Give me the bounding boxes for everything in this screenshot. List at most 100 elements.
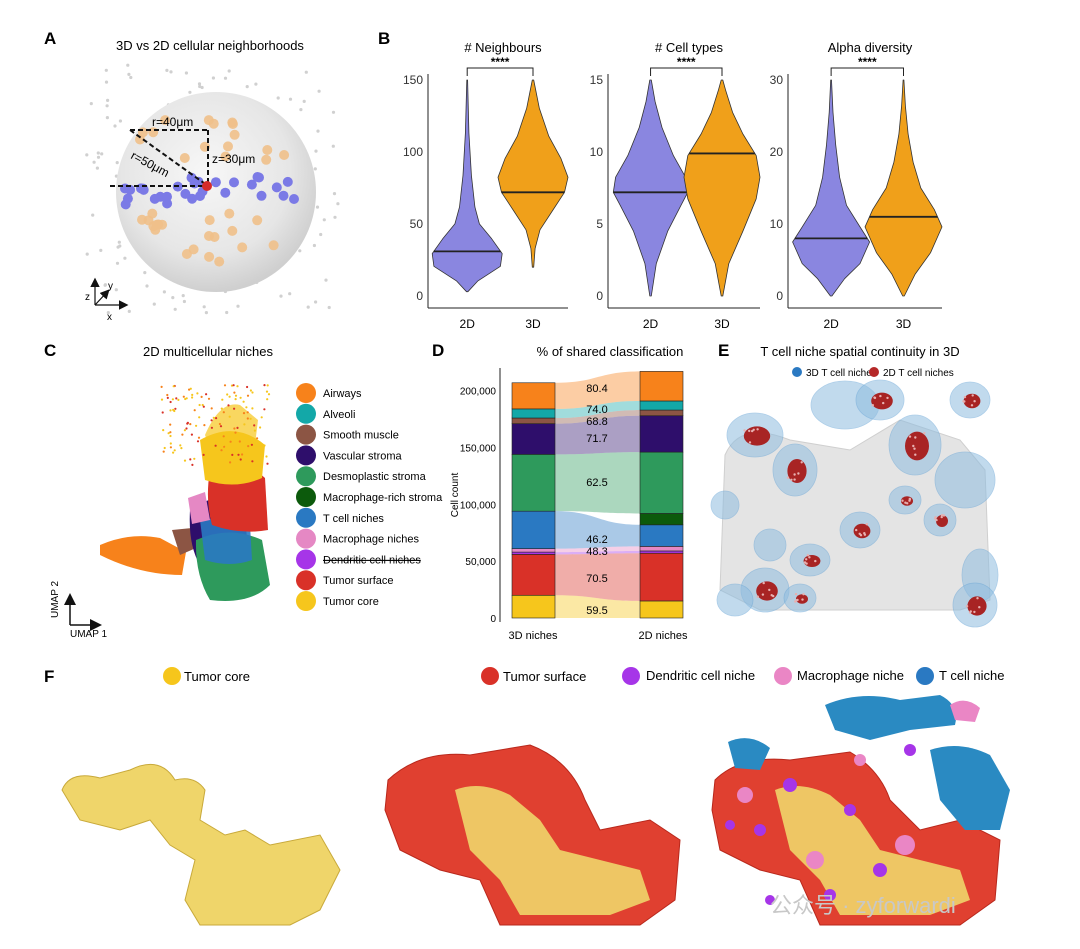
background-cell (302, 99, 306, 103)
tcell-speckle (808, 556, 811, 559)
background-cell (91, 213, 95, 217)
blue-cell (289, 194, 299, 204)
tcell-speckle (882, 401, 885, 405)
umap-point (214, 444, 217, 447)
umap-point (219, 425, 223, 428)
tcell-volume-top (825, 695, 956, 740)
y-tick-label: 0 (490, 614, 496, 625)
significance-bracket (650, 67, 723, 76)
panel-d-label: D (432, 341, 444, 360)
orange-cell (261, 154, 272, 165)
violin-3D (864, 79, 943, 297)
umap-point (266, 462, 269, 465)
bar-2d-dendritic-cell-niches (639, 550, 684, 554)
tcell-niche-2d (871, 392, 893, 410)
x-tick-label: 2D (823, 317, 839, 331)
blue-cell (162, 191, 172, 202)
background-cell (96, 155, 101, 159)
orange-cell (279, 150, 290, 160)
background-cell (276, 96, 280, 100)
orange-cell (262, 145, 273, 155)
background-cell (223, 76, 228, 80)
tcell-speckle (978, 606, 981, 609)
legend-swatch-smooth-muscle (296, 424, 316, 445)
legend-macrophage-label: Macrophage niche (797, 668, 904, 683)
blue-cell (125, 184, 136, 195)
alluvial-chart: 0 50,000 100,000 150,000 200,000 Cell count 80… (450, 368, 688, 642)
background-cell (312, 243, 316, 248)
tcell-speckle (797, 472, 800, 475)
background-cell (103, 283, 107, 287)
legend-label-t-cell-niches: T cell niches (323, 513, 384, 525)
background-cell (304, 70, 308, 74)
umap-point (253, 429, 256, 432)
shared-percent-macrophage-niches: 48.3 (586, 546, 607, 558)
tcell-speckle (908, 435, 912, 438)
umap-point (239, 396, 242, 399)
umap-point (189, 387, 192, 390)
x-tick-label: 3D (714, 317, 730, 331)
shared-percent-tumor-core: 59.5 (586, 605, 607, 617)
tcell-speckle (800, 461, 803, 464)
flow-airways (555, 371, 640, 409)
legend-swatch-tumor-surface (296, 570, 316, 591)
dendritic-niche-blob (754, 824, 766, 836)
legend-swatch-alveoli (296, 403, 316, 424)
umap-point (169, 431, 172, 434)
umap-point (191, 396, 194, 399)
panel-d: D % of shared classification 0 50,000 100,… (432, 341, 688, 642)
tcell-speckle (879, 394, 882, 398)
background-cell (104, 80, 109, 84)
umap-point (189, 458, 192, 461)
legend-tcell-label: T cell niche (939, 668, 1005, 683)
tcell-speckle (873, 396, 876, 399)
umap-point (231, 453, 234, 456)
blue-cell (120, 199, 131, 210)
background-cell (145, 284, 149, 288)
shared-percent-tumor-surface: 70.5 (586, 573, 607, 585)
background-cell (123, 256, 127, 260)
legend-dendritic-swatch (622, 667, 640, 685)
axis-y-label: y (108, 281, 113, 292)
y-tick-label: 15 (590, 73, 604, 87)
bar-3d-desmoplastic-stroma (511, 454, 556, 512)
center-cell (202, 181, 212, 191)
legend-3d-tcell-label: 3D T cell niches (806, 368, 877, 379)
umap-point (247, 445, 250, 448)
umap-point (236, 439, 239, 442)
bar-3d-vascular-stroma (511, 423, 556, 455)
legend-swatch-t-cell-niches (296, 507, 316, 528)
umap-point (185, 427, 188, 430)
background-cell (143, 271, 147, 275)
tcell-speckle (913, 447, 916, 450)
umap-point (198, 403, 201, 407)
umap-point (246, 439, 249, 442)
tcell-niche-3d (934, 451, 996, 509)
legend-swatch-tumor-core (296, 591, 316, 611)
tcell-niche-3d (753, 528, 787, 562)
panel-e: E T cell niche spatial continuity in 3D … (710, 341, 999, 628)
y-axis-label: Cell count (450, 473, 461, 518)
flow-alveoli (555, 400, 640, 418)
macrophage-niche-blob (806, 851, 824, 869)
umap-point (228, 395, 231, 398)
umap-point (242, 412, 246, 415)
legend-swatch-macrophage-niches (296, 528, 316, 549)
background-cell (104, 68, 108, 72)
legend-swatch-desmoplastic-stroma (296, 466, 316, 487)
tcell-niche-2d (756, 581, 778, 601)
umap-point (215, 417, 218, 420)
background-cell (115, 261, 120, 265)
y-tick-label: 0 (596, 289, 603, 303)
legend-label-airways: Airways (323, 388, 362, 400)
umap-point (205, 393, 208, 396)
panel-c-title: 2D multicellular niches (143, 344, 274, 359)
tcell-speckle (908, 499, 911, 502)
background-cell (105, 116, 109, 120)
flow-macrophage-niches (555, 546, 640, 553)
background-cell (181, 294, 185, 298)
umap-cluster-smooth-muscle (172, 528, 196, 555)
background-cell (316, 129, 320, 133)
orange-cell (229, 129, 240, 140)
background-cell (100, 152, 104, 156)
